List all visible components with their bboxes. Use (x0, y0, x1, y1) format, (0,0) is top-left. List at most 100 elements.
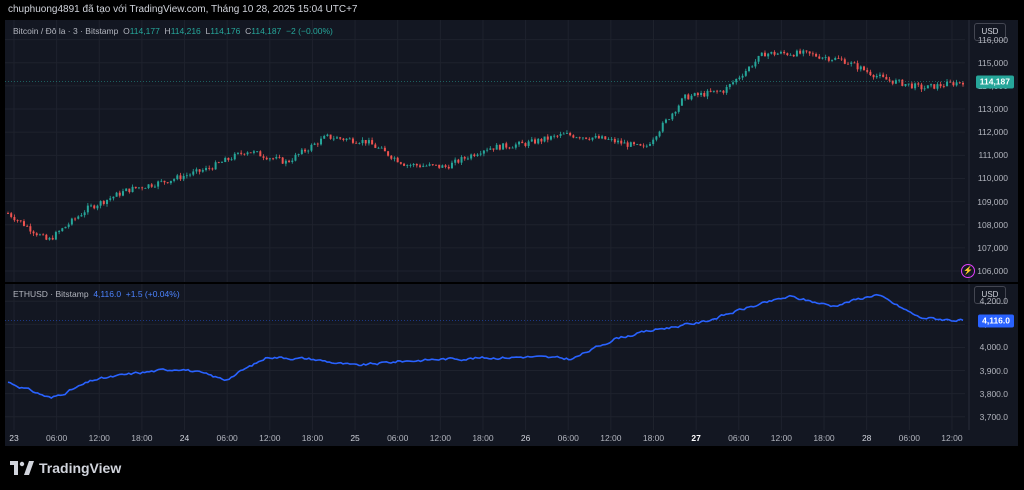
candle-body (898, 79, 901, 81)
candle-body (10, 213, 13, 217)
candle-body (527, 141, 530, 146)
candle-body (284, 160, 287, 164)
candle-body (508, 147, 511, 149)
candle-body (741, 75, 744, 78)
candle-body (115, 192, 118, 197)
candle-body (351, 138, 354, 143)
eth-currency-button[interactable]: USD (974, 286, 1006, 304)
currency-button[interactable]: USD (974, 23, 1006, 41)
candle-body (706, 90, 709, 97)
y-tick-label: 110,000 (977, 173, 1008, 184)
candle-body (543, 136, 546, 142)
candle-body (377, 147, 380, 149)
candle-body (878, 74, 881, 76)
candle-body (565, 132, 568, 134)
x-tick-label: 06:00 (898, 433, 920, 443)
y-tick-label: 3,900.0 (979, 365, 1008, 376)
candle-body (518, 141, 521, 145)
candle-body (799, 50, 802, 54)
candle-body (460, 157, 463, 163)
btc-pane[interactable]: Bitcoin / Đô la · 3 · Bitstamp O114,177 … (5, 20, 1018, 282)
candle-body (767, 53, 770, 57)
header-title: chuphuong4891 đã tạo với TradingView.com… (8, 4, 358, 15)
candle-body (275, 156, 278, 159)
candle-body (262, 156, 265, 158)
y-tick-label: 4,000.0 (979, 342, 1008, 353)
candle-body (949, 81, 952, 83)
lightning-icon[interactable]: ⚡ (961, 264, 975, 278)
eth-pane[interactable]: ETHUSD · Bitstamp 4,116.0 +1.5 (+0.04%) … (5, 284, 1018, 430)
low-label: L (205, 26, 211, 36)
time-axis[interactable]: 23 06:00 12:00 18:00 24 06:00 12:00 18:00 25 06:0… (5, 430, 1018, 446)
candle-body (192, 171, 195, 175)
candle-body (291, 160, 294, 162)
candle-body (700, 92, 703, 96)
candle-body (367, 140, 370, 144)
candle-body (735, 78, 738, 83)
btc-candlestick-chart[interactable] (5, 20, 1018, 282)
candle-body (709, 90, 712, 92)
candle-body (118, 192, 121, 196)
candle-body (805, 50, 808, 52)
candle-body (112, 196, 115, 199)
x-tick-label: 26 (520, 433, 531, 443)
candle-body (77, 216, 80, 219)
candle-body (169, 180, 172, 184)
candle-body (220, 162, 223, 163)
candle-body (419, 165, 422, 167)
candle-body (153, 186, 156, 188)
candle-body (479, 153, 482, 155)
candle-body (278, 156, 281, 158)
candle-body (393, 157, 396, 159)
candle-body (859, 66, 862, 70)
candle-body (537, 138, 540, 144)
eth-legend: ETHUSD · Bitstamp 4,116.0 +1.5 (+0.04%) (13, 289, 180, 299)
y-tick-label: 109,000 (977, 196, 1008, 207)
candle-body (29, 226, 32, 232)
x-tick-label: 06:00 (557, 433, 579, 443)
candle-body (872, 75, 875, 78)
y-tick-label: 106,000 (977, 266, 1008, 277)
candle-body (597, 135, 600, 139)
candle-body (885, 76, 888, 80)
candle-body (748, 66, 751, 72)
candle-body (671, 113, 674, 120)
candle-body (147, 184, 150, 189)
candle-body (272, 158, 275, 160)
candle-body (933, 84, 936, 89)
y-tick-label: 111,000 (978, 150, 1008, 161)
candle-body (639, 144, 642, 146)
candle-body (738, 77, 741, 79)
candle-body (578, 137, 581, 139)
candle-body (495, 144, 498, 150)
eth-symbol[interactable]: ETHUSD · Bitstamp (13, 289, 89, 299)
candle-body (946, 81, 949, 87)
candle-body (572, 135, 575, 138)
candle-body (901, 79, 904, 86)
candle-body (157, 181, 160, 187)
candle-body (831, 59, 834, 61)
high-label: H (164, 26, 171, 36)
candle-body (179, 175, 182, 180)
candle-body (511, 147, 514, 149)
candle-body (125, 188, 128, 192)
candle-body (910, 83, 913, 89)
candle-body (198, 169, 201, 172)
x-tick-label: 12:00 (770, 433, 793, 443)
candle-body (763, 52, 766, 57)
candle-body (690, 95, 693, 100)
eth-last-price-tag: 4,116.0 (978, 314, 1014, 328)
candle-body (591, 137, 594, 140)
close-value: 114,187 (251, 26, 282, 36)
candle-body (438, 164, 441, 168)
candle-body (106, 199, 109, 204)
candle-body (808, 51, 811, 54)
y-tick-label: 108,000 (977, 219, 1008, 230)
btc-symbol[interactable]: Bitcoin / Đô la · 3 · Bitstamp (13, 26, 119, 36)
candle-body (217, 162, 220, 164)
candle-body (450, 162, 453, 169)
candle-body (514, 144, 517, 148)
eth-line-chart[interactable] (5, 284, 1018, 430)
eth-series-line (7, 293, 964, 399)
y-tick-label: 3,800.0 (979, 388, 1008, 399)
